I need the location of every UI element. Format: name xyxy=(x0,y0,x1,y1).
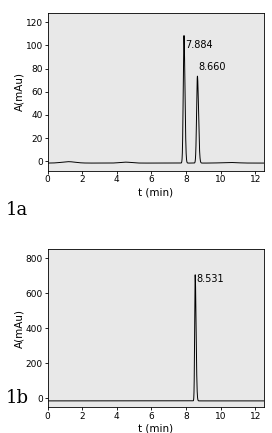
Text: 7.884: 7.884 xyxy=(186,40,213,50)
X-axis label: t (min): t (min) xyxy=(138,423,173,433)
Y-axis label: A(mAu): A(mAu) xyxy=(14,72,24,111)
Y-axis label: A(mAu): A(mAu) xyxy=(14,309,24,348)
Text: 1b: 1b xyxy=(5,389,29,407)
X-axis label: t (min): t (min) xyxy=(138,187,173,197)
Text: 8.531: 8.531 xyxy=(196,274,224,284)
Text: 8.660: 8.660 xyxy=(199,62,226,72)
Text: 1a: 1a xyxy=(5,201,28,220)
